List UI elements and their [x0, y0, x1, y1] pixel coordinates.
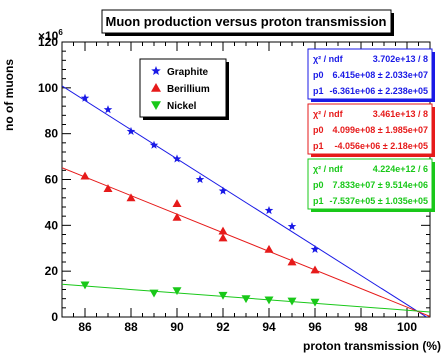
- data-point-nickel: [264, 296, 274, 305]
- data-point-berillium: [264, 244, 274, 253]
- stats-box-frame: [307, 103, 433, 155]
- chart-title: Muon production versus proton transmissi…: [106, 14, 387, 29]
- x-tick-label: 100: [397, 320, 417, 334]
- fit-stats-boxes: χ² / ndf 3.702e+13 / 8 p0 6.415e+08 ± 2.033…: [307, 48, 435, 212]
- data-point-graphite: [264, 205, 274, 215]
- x-axis-title: proton transmission (%): [303, 339, 441, 353]
- data-point-nickel: [241, 295, 251, 304]
- x-tick-label: 88: [124, 320, 138, 334]
- stats-row-value: -4.056e+06 ± 2.18e+05: [334, 141, 428, 151]
- data-point-berillium: [287, 257, 297, 266]
- stats-row-value: 4.224e+12 / 6: [373, 164, 428, 174]
- data-point-graphite: [218, 186, 228, 195]
- legend-marker-berillium: [151, 83, 161, 92]
- data-point-berillium: [103, 184, 113, 193]
- y-axis-exponent: ×106: [38, 28, 63, 43]
- fit-line-berillium: [62, 167, 430, 317]
- legend-marker-nickel: [151, 101, 161, 110]
- fit-line-graphite: [62, 85, 428, 317]
- stats-row-value: 4.099e+08 ± 1.985e+07: [332, 125, 428, 135]
- stats-row-value: 6.415e+08 ± 2.033e+07: [332, 70, 428, 80]
- stats-row-label: p0: [313, 125, 324, 135]
- stats-box-berillium: χ² / ndf 3.461e+13 / 8 p0 4.099e+08 ± 1.985…: [307, 103, 435, 157]
- data-point-graphite: [80, 93, 90, 102]
- data-point-berillium: [172, 212, 182, 221]
- legend-label-nickel: Nickel: [167, 101, 197, 112]
- legend: Graphite Berillium Nickel: [139, 58, 229, 120]
- title-box: Muon production versus proton transmissi…: [101, 9, 394, 36]
- y-tick-label: 120: [38, 35, 58, 49]
- data-point-berillium: [218, 233, 228, 242]
- stats-row-value: -7.537e+05 ± 1.035e+05: [329, 196, 428, 206]
- data-point-nickel: [310, 298, 320, 307]
- stats-box-frame: [307, 158, 433, 210]
- y-tick-label: 100: [38, 81, 58, 95]
- data-point-nickel: [172, 287, 182, 296]
- data-point-berillium: [310, 265, 320, 274]
- stats-row-label: p0: [313, 180, 324, 190]
- stats-row-label: p1: [313, 86, 324, 96]
- x-tick-label: 86: [78, 320, 92, 334]
- y-tick-label: 60: [45, 173, 59, 187]
- data-point-nickel: [287, 297, 297, 306]
- data-markers: [80, 93, 320, 307]
- legend-entries: Graphite Berillium Nickel: [151, 66, 210, 112]
- x-tick-label: 90: [170, 320, 184, 334]
- stats-box-nickel: χ² / ndf 4.224e+12 / 6 p0 7.833e+07 ± 9.514…: [307, 158, 435, 212]
- data-point-nickel: [149, 289, 159, 298]
- x-tick-label: 96: [308, 320, 322, 334]
- y-axis-exponent-base: ×10: [38, 29, 59, 43]
- data-point-graphite: [126, 126, 136, 136]
- data-point-graphite: [149, 140, 159, 149]
- stats-box-frame: [307, 48, 433, 100]
- y-tick-label: 0: [51, 310, 58, 324]
- data-point-berillium: [126, 193, 136, 202]
- data-point-graphite: [103, 105, 113, 114]
- data-point-berillium: [218, 226, 228, 235]
- data-point-nickel: [218, 291, 228, 300]
- stats-row-label: p1: [313, 141, 324, 151]
- y-tick-label: 80: [45, 127, 59, 141]
- legend-marker-graphite: [151, 66, 161, 76]
- stats-row-label: χ² / ndf: [313, 109, 344, 119]
- stats-row-value: 7.833e+07 ± 9.514e+06: [332, 180, 428, 190]
- stats-row-label: χ² / ndf: [313, 164, 344, 174]
- data-point-nickel: [80, 281, 90, 290]
- stats-row-label: χ² / ndf: [313, 54, 344, 64]
- data-point-graphite: [287, 221, 297, 231]
- data-point-graphite: [195, 175, 205, 184]
- x-tick-label: 98: [354, 320, 368, 334]
- stats-row-value: 3.461e+13 / 8: [373, 109, 428, 119]
- stats-row-value: -6.361e+06 ± 2.238e+05: [329, 86, 428, 96]
- stats-row-label: p0: [313, 70, 324, 80]
- title-box-frame: [101, 9, 392, 34]
- data-point-berillium: [80, 171, 90, 180]
- y-tick-label: 20: [45, 264, 59, 278]
- data-point-berillium: [172, 199, 182, 207]
- data-point-graphite: [310, 244, 320, 254]
- y-axis-exponent-power: 6: [58, 28, 63, 37]
- legend-label-graphite: Graphite: [167, 67, 209, 78]
- stats-box-graphite: χ² / ndf 3.702e+13 / 8 p0 6.415e+08 ± 2.033…: [307, 48, 435, 102]
- stats-row-value: 3.702e+13 / 8: [373, 54, 428, 64]
- x-tick-label: 94: [262, 320, 276, 334]
- data-point-graphite: [172, 154, 182, 163]
- y-tick-label: 40: [45, 218, 59, 232]
- stats-row-label: p1: [313, 196, 324, 206]
- y-axis-title: no of muons: [2, 59, 16, 131]
- legend-label-berillium: Berillium: [167, 84, 210, 95]
- x-tick-label: 92: [216, 320, 230, 334]
